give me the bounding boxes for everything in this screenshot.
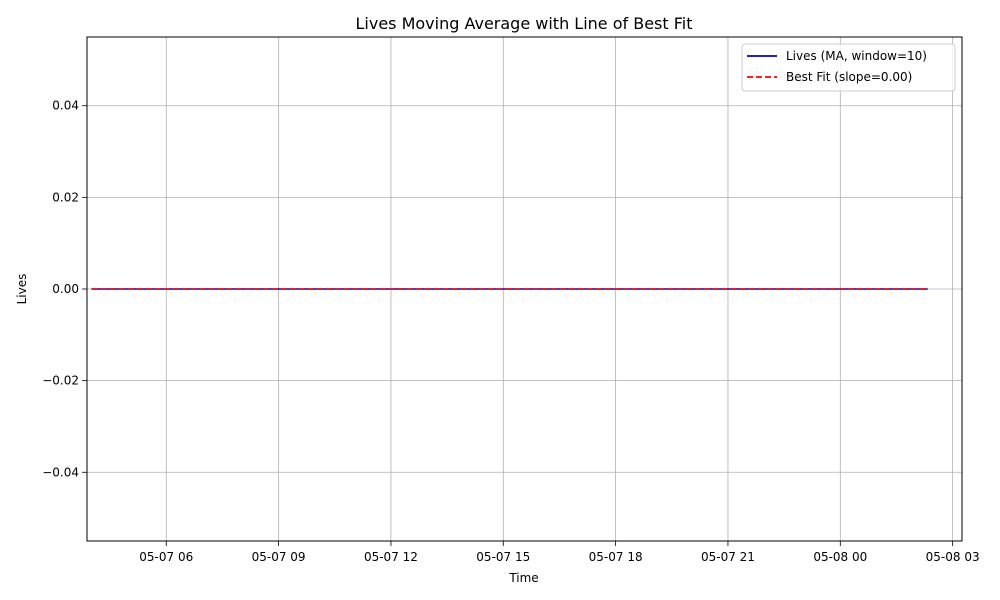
legend-label-best-fit: Best Fit (slope=0.00) — [786, 70, 912, 84]
y-tick-label: −0.02 — [42, 374, 79, 388]
x-axis-label: Time — [508, 571, 538, 585]
x-tick-label: 05-08 03 — [926, 550, 980, 564]
y-axis: −0.04 −0.02 0.00 0.02 0.04 — [42, 99, 87, 479]
y-tick-label: 0.00 — [52, 282, 79, 296]
x-tick-label: 05-07 09 — [252, 550, 306, 564]
chart-title: Lives Moving Average with Line of Best F… — [355, 14, 692, 33]
x-tick-label: 05-07 18 — [589, 550, 643, 564]
x-tick-label: 05-07 12 — [364, 550, 418, 564]
y-tick-label: 0.04 — [52, 99, 79, 113]
x-tick-label: 05-07 15 — [476, 550, 530, 564]
x-tick-label: 05-08 00 — [813, 550, 867, 564]
y-axis-label: Lives — [15, 274, 29, 305]
y-tick-label: 0.02 — [52, 190, 79, 204]
x-tick-label: 05-07 06 — [139, 550, 193, 564]
x-axis: 05-07 06 05-07 09 05-07 12 05-07 15 05-07 18… — [139, 541, 980, 564]
legend: Lives (MA, window=10) Best Fit (slope=0.… — [741, 43, 956, 92]
legend-label-ma: Lives (MA, window=10) — [786, 49, 927, 63]
y-tick-label: −0.04 — [42, 465, 79, 479]
x-tick-label: 05-07 21 — [701, 550, 755, 564]
legend-box — [741, 43, 956, 92]
